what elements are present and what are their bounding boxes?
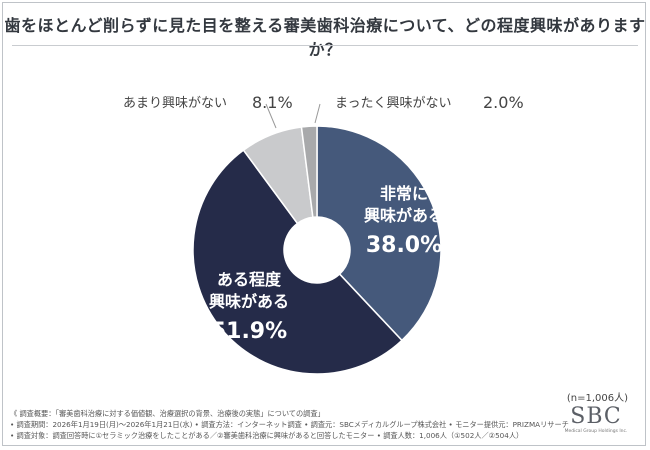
donut-slice-0 — [316, 125, 442, 342]
logo-mark: SBC — [570, 404, 622, 429]
slice-label-s0-line1: 非常に — [380, 184, 428, 203]
footer-line-2: • 調査期間：2026年1月19日(月)〜2026年1月21日(水) • 調査方… — [10, 420, 569, 429]
slice-value-s2: 8.1% — [252, 93, 293, 112]
slice-value-s3: 2.0% — [483, 93, 524, 112]
slice-label-s0-line2: 興味がある — [364, 206, 444, 225]
slice-label-s1-line1: ある程度 — [217, 270, 282, 289]
sbc-logo: SBC Medical Group Holdings Inc. — [564, 406, 628, 436]
slice-value-s0: 38.0% — [366, 233, 442, 258]
donut-slices — [192, 125, 442, 375]
footer-line-1: 《 調査概要：「審美歯科治療に対する価値観、治療選択の背景、治療後の実態」につい… — [10, 409, 325, 418]
footer-line-3: • 調査対象：調査回答時に①セラミック治療をしたことがある／②審美歯科治療に興味… — [10, 431, 524, 440]
survey-footer: 《 調査概要：「審美歯科治療に対する価値観、治療選択の背景、治療後の実態」につい… — [10, 408, 570, 441]
sample-size-note: (n=1,006人) — [566, 393, 628, 404]
donut-slice-3 — [300, 125, 318, 219]
logo-subtitle: Medical Group Holdings Inc. — [564, 429, 628, 434]
donut-slice-1 — [192, 149, 403, 375]
leader-line-s3 — [314, 103, 321, 124]
title-divider — [12, 45, 638, 46]
slice-label-s2: あまり興味がない — [123, 96, 227, 111]
leader-line-s2 — [265, 103, 277, 129]
slice-label-s1-line2: 興味がある — [209, 292, 289, 311]
chart-title: 歯をほとんど削らずに見た目を整える審美歯科治療について、どの程度興味がありますか… — [4, 16, 646, 59]
slice-value-s1: 51.9% — [211, 319, 287, 344]
slice-label-s3: まったく興味がない — [335, 96, 451, 111]
